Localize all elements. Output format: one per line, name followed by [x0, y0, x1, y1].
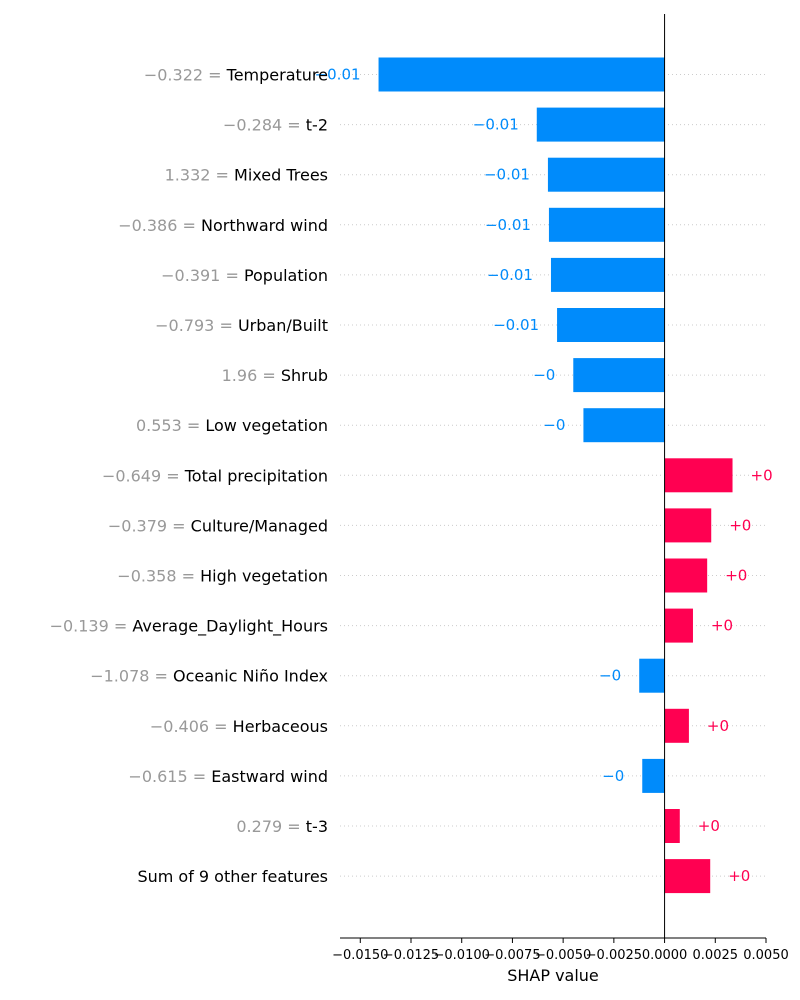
feature-name: t-3 — [306, 817, 328, 836]
x-tick-label: −0.0075 — [484, 948, 540, 963]
bar-negative — [550, 257, 665, 292]
feature-name: Low vegetation — [205, 416, 328, 435]
bar-positive — [664, 859, 711, 894]
bar-value-label: −0 — [602, 767, 624, 785]
bar-negative — [642, 758, 665, 793]
feature-name: Eastward wind — [211, 767, 328, 786]
feature-label: −0.284 = t-2 — [223, 116, 328, 135]
feature-name: Average_Daylight_Hours — [132, 617, 328, 637]
bar-value-label: +0 — [698, 817, 720, 835]
feature-name: t-2 — [306, 116, 328, 135]
feature-name: Herbaceous — [233, 717, 328, 736]
bar-value-label: −0 — [533, 366, 555, 384]
feature-label: 1.332 = Mixed Trees — [165, 166, 328, 185]
feature-value: −0.391 = — [161, 266, 244, 285]
x-tick-label: 0.0050 — [743, 948, 789, 963]
x-tick-label: 0.0000 — [642, 948, 688, 963]
bar-value-label: +0 — [751, 466, 773, 484]
feature-name: Urban/Built — [238, 316, 328, 335]
feature-label: −0.406 = Herbaceous — [150, 717, 328, 736]
feature-name: Mixed Trees — [234, 166, 328, 185]
feature-value: −0.793 = — [155, 316, 238, 335]
feature-value: −0.358 = — [117, 567, 200, 586]
feature-label: −0.391 = Population — [161, 266, 328, 285]
bar-positive — [664, 608, 693, 643]
x-tick-label: −0.0050 — [535, 948, 591, 963]
feature-value: 0.279 = — [236, 817, 305, 836]
bar-value-label: −0 — [599, 667, 621, 685]
bar-value-label: +0 — [711, 617, 733, 635]
x-tick-label: −0.0025 — [586, 948, 642, 963]
feature-label: −0.615 = Eastward wind — [128, 767, 328, 786]
bar-value-label: −0.01 — [315, 66, 361, 84]
feature-value: −0.615 = — [128, 767, 211, 786]
bar-positive — [664, 809, 680, 843]
x-axis: −0.0150−0.0125−0.0100−0.0075−0.0050−0.00… — [332, 937, 789, 963]
feature-value: −0.139 = — [50, 617, 133, 636]
x-tick-label: 0.0025 — [693, 948, 739, 963]
bar-negative — [378, 57, 665, 92]
feature-label: −0.793 = Urban/Built — [155, 316, 328, 335]
feature-value: 0.553 = — [136, 416, 205, 435]
bars: −0.01 −0.01 −0.01 −0.01 −0.01 −0.01 −0 −0 +0 +0 +0… — [315, 57, 773, 894]
x-axis-title: SHAP value — [507, 966, 599, 985]
feature-label: −0.139 = Average_Daylight_Hours — [50, 617, 328, 637]
feature-value: −0.379 = — [108, 516, 191, 535]
feature-label: −0.386 = Northward wind — [118, 216, 328, 235]
bar-positive — [664, 508, 712, 543]
bar-negative — [536, 107, 665, 142]
x-tick-label: −0.0125 — [383, 948, 439, 963]
feature-label: 0.279 = t-3 — [236, 817, 328, 836]
bar-negative — [639, 658, 665, 693]
bar-negative — [583, 408, 665, 443]
bar-value-label: −0.01 — [473, 116, 519, 134]
bar-negative — [547, 157, 665, 192]
feature-name: Shrub — [281, 366, 328, 385]
feature-name: Oceanic Niño Index — [173, 667, 328, 686]
feature-name: Sum of 9 other features — [137, 867, 328, 886]
bar-negative — [557, 308, 665, 342]
bar-positive — [664, 558, 708, 593]
feature-label: Sum of 9 other features — [137, 867, 328, 886]
bar-value-label: +0 — [728, 867, 750, 885]
bar-positive — [664, 708, 689, 743]
bar-value-label: −0.01 — [485, 216, 531, 234]
x-tick-label: −0.0150 — [332, 948, 388, 963]
feature-label: −0.379 = Culture/Managed — [108, 516, 328, 535]
bar-value-label: +0 — [729, 516, 751, 534]
bar-value-label: −0.01 — [487, 266, 533, 284]
bar-negative — [573, 358, 665, 393]
feature-value: −0.386 = — [118, 216, 201, 235]
feature-value: −0.284 = — [223, 116, 306, 135]
feature-name: Total precipitation — [184, 466, 328, 485]
feature-value: −0.322 = — [144, 66, 227, 85]
feature-value: 1.332 = — [165, 166, 234, 185]
feature-name: Temperature — [226, 66, 328, 85]
bar-value-label: −0.01 — [484, 166, 530, 184]
feature-value: 1.96 = — [222, 366, 281, 385]
bar-positive — [664, 458, 733, 493]
bar-value-label: +0 — [725, 567, 747, 585]
x-tick-label: −0.0100 — [434, 948, 490, 963]
bar-value-label: +0 — [707, 717, 729, 735]
feature-label: −0.649 = Total precipitation — [102, 466, 328, 485]
feature-value: −0.649 = — [102, 466, 185, 485]
feature-value: −1.078 = — [90, 667, 173, 686]
bar-value-label: −0.01 — [493, 316, 539, 334]
feature-label: −0.322 = Temperature — [144, 66, 328, 85]
feature-label: 1.96 = Shrub — [222, 366, 328, 385]
bar-negative — [548, 207, 665, 242]
feature-label: 0.553 = Low vegetation — [136, 416, 328, 435]
feature-label: −0.358 = High vegetation — [117, 567, 328, 586]
feature-name: Culture/Managed — [191, 516, 328, 535]
feature-value: −0.406 = — [150, 717, 233, 736]
bar-value-label: −0 — [543, 416, 565, 434]
feature-name: Northward wind — [201, 216, 328, 235]
feature-name: High vegetation — [200, 567, 328, 586]
feature-labels: −0.322 = Temperature −0.284 = t-2 1.332 = … — [50, 66, 328, 887]
feature-label: −1.078 = Oceanic Niño Index — [90, 667, 328, 686]
feature-name: Population — [244, 266, 328, 285]
